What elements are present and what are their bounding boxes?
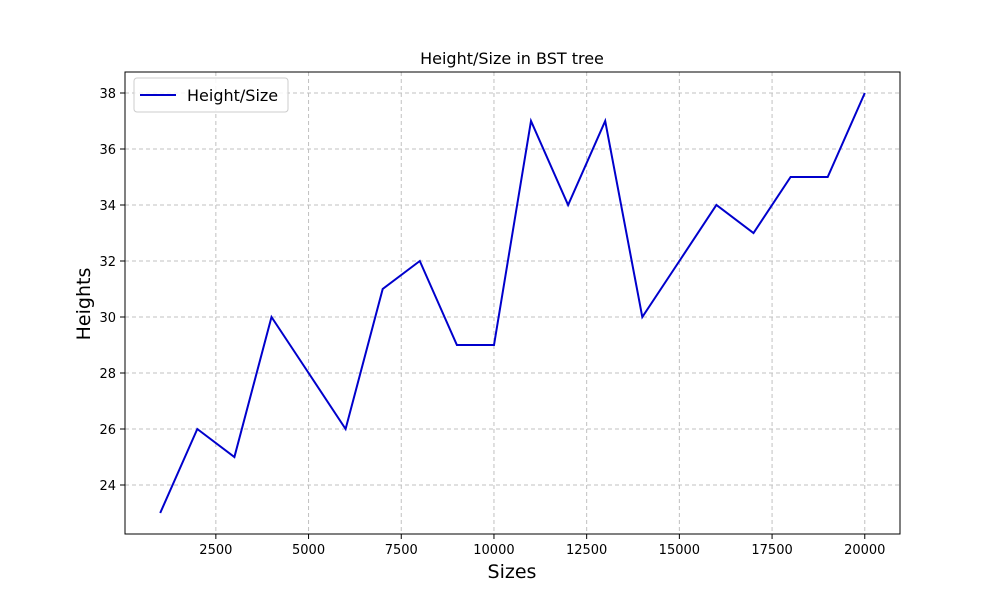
y-tick-label: 26 xyxy=(99,423,116,438)
series-layer xyxy=(159,92,866,514)
x-tick-label: 12500 xyxy=(566,543,607,558)
legend: Height/Size xyxy=(133,77,289,113)
y-tick-label: 24 xyxy=(99,479,116,494)
chart-title: Height/Size in BST tree xyxy=(420,49,604,68)
y-tick-label: 34 xyxy=(99,199,116,214)
x-axis: 2500 5000 7500 10000 12500 15000 17500 20000 xyxy=(199,534,885,558)
x-tick-label: 5000 xyxy=(292,543,325,558)
plot-frame xyxy=(124,71,901,535)
y-axis-label: Heights xyxy=(73,268,95,341)
y-tick-label: 30 xyxy=(99,311,116,326)
legend-label: Height/Size xyxy=(187,86,278,105)
x-tick-label: 20000 xyxy=(844,543,885,558)
x-tick-label: 2500 xyxy=(199,543,232,558)
y-tick-label: 38 xyxy=(99,87,116,102)
legend-box xyxy=(133,77,289,113)
y-tick-label: 32 xyxy=(99,255,116,270)
grid xyxy=(125,72,900,534)
x-axis-label: Sizes xyxy=(488,561,537,583)
y-axis: 24 26 28 30 32 34 36 38 xyxy=(99,87,125,494)
y-tick-label: 28 xyxy=(99,367,116,382)
x-tick-label: 17500 xyxy=(751,543,792,558)
x-tick-label: 7500 xyxy=(385,543,418,558)
y-tick-label: 36 xyxy=(99,143,116,158)
series-line xyxy=(159,92,866,514)
x-tick-label: 10000 xyxy=(473,543,514,558)
x-tick-label: 15000 xyxy=(659,543,700,558)
